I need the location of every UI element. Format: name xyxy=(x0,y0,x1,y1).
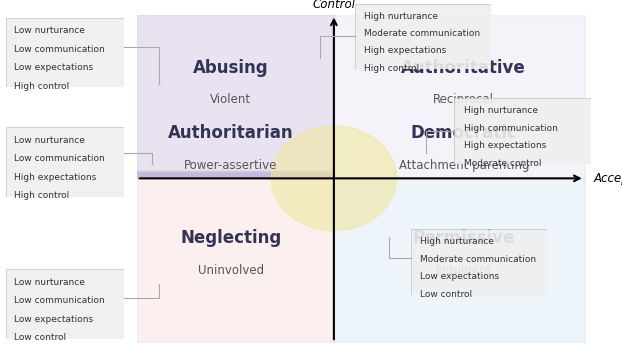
Text: Low expectations: Low expectations xyxy=(14,63,94,72)
Text: Control: Control xyxy=(312,0,355,11)
Text: Moderate communication: Moderate communication xyxy=(364,29,480,38)
Text: High control: High control xyxy=(364,64,419,73)
Text: Low communication: Low communication xyxy=(14,154,105,163)
Text: High expectations: High expectations xyxy=(364,47,447,55)
FancyBboxPatch shape xyxy=(411,229,547,295)
Text: Low nurturance: Low nurturance xyxy=(14,278,85,287)
Text: Neglecting: Neglecting xyxy=(180,229,282,247)
Text: Indulgent: Indulgent xyxy=(435,264,492,277)
Text: Violent: Violent xyxy=(210,93,251,106)
Text: High nurturance: High nurturance xyxy=(420,237,494,246)
Text: Permissive: Permissive xyxy=(412,229,515,247)
Text: High nurturance: High nurturance xyxy=(463,106,537,115)
Text: High expectations: High expectations xyxy=(463,141,546,150)
Text: Moderate communication: Moderate communication xyxy=(420,255,536,264)
FancyBboxPatch shape xyxy=(355,4,491,69)
Text: High nurturance: High nurturance xyxy=(364,12,438,20)
Text: Moderate control: Moderate control xyxy=(463,159,541,167)
Text: High control: High control xyxy=(14,191,70,200)
Text: Authoritative: Authoritative xyxy=(401,59,526,77)
FancyBboxPatch shape xyxy=(6,269,124,339)
FancyBboxPatch shape xyxy=(6,127,124,197)
Text: Low nurturance: Low nurturance xyxy=(14,27,85,36)
Text: Low expectations: Low expectations xyxy=(14,314,94,324)
Text: Abusing: Abusing xyxy=(193,59,269,77)
Text: High control: High control xyxy=(14,82,70,91)
Text: Uninvolved: Uninvolved xyxy=(198,264,264,277)
Text: Acceptance: Acceptance xyxy=(593,172,622,185)
FancyBboxPatch shape xyxy=(454,98,591,164)
Text: Low communication: Low communication xyxy=(14,45,105,54)
Text: Low nurturance: Low nurturance xyxy=(14,136,85,145)
Text: Low control: Low control xyxy=(14,333,67,342)
Text: High communication: High communication xyxy=(463,124,557,132)
Text: Power-assertive: Power-assertive xyxy=(184,159,277,172)
Text: Low control: Low control xyxy=(420,290,472,298)
Text: Low communication: Low communication xyxy=(14,296,105,305)
Text: High expectations: High expectations xyxy=(14,173,97,182)
Text: Reciprocal: Reciprocal xyxy=(434,93,494,106)
Text: Authoritarian: Authoritarian xyxy=(168,124,294,142)
FancyBboxPatch shape xyxy=(6,18,124,87)
Text: Attachment parenting: Attachment parenting xyxy=(399,159,529,172)
Text: Low expectations: Low expectations xyxy=(420,272,499,281)
Ellipse shape xyxy=(271,126,397,231)
Text: Democratic: Democratic xyxy=(411,124,517,142)
